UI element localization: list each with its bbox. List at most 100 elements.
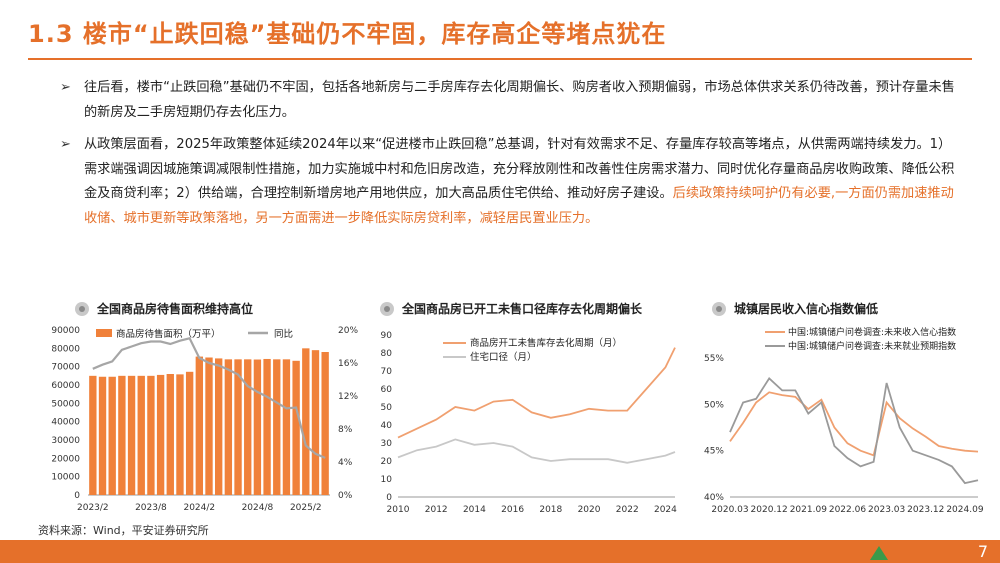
x-tick-label: 2010 (387, 505, 410, 515)
footer-bar (0, 540, 1000, 563)
bar (224, 359, 233, 495)
x-tick-label: 2024.09 (946, 505, 983, 515)
legend-label: 住宅口径（月） (470, 351, 537, 363)
page-number: 7 (977, 542, 988, 561)
bar (311, 350, 320, 495)
circle-bullet-icon (712, 302, 726, 316)
bar (215, 358, 223, 495)
bar (321, 352, 329, 495)
bar (89, 375, 97, 495)
y-tick-label: 55% (704, 354, 724, 364)
y-tick-label: 0 (386, 493, 392, 503)
chart-2-title: 全国商品房已开工未售口径库存去化周期偏长 (402, 302, 643, 316)
chart-1-svg: 0 10000 20000 30000 40000 50000 60000 70000 8000… (51, 326, 358, 513)
y-tick-label: 60 (381, 385, 393, 395)
series-line-yoy (92, 337, 326, 459)
x-tick-label: 2012 (425, 505, 448, 515)
y-tick-label: 30 (381, 439, 393, 449)
x-tick-label: 2023.12 (907, 505, 944, 515)
bar (98, 376, 107, 495)
bar (127, 375, 136, 495)
series-line-2 (397, 438, 676, 464)
bar (234, 359, 242, 495)
y-tick-label: 40000 (51, 418, 80, 428)
y-tick-label: 90 (381, 331, 393, 341)
chart-3-header: 城镇居民收入信心指数偏低 (712, 300, 878, 320)
bar (156, 374, 165, 495)
y-tick-label: 60000 (51, 381, 80, 391)
y2-tick-label: 8% (338, 425, 353, 435)
y-tick-label: 90000 (51, 326, 80, 336)
y-tick-label: 10000 (51, 473, 80, 483)
legend-swatch-bar (96, 329, 112, 337)
bullet-highlight-text: 后续政策持续呵护仍有必要,一方面仍需加速推动收储、城市更新等政策落地，另一方面需… (84, 186, 954, 226)
y-tick-label: 10 (381, 475, 393, 485)
y-tick-label: 70 (381, 367, 393, 377)
y-tick-label: 40% (704, 493, 724, 503)
legend-label: 商品房待售面积（万平） (116, 328, 221, 340)
arrow-bullet-icon: ➢ (60, 80, 71, 95)
chart-2-svg: 0 10 20 30 40 50 60 70 80 90 2010 2012 2014 2016 2018 2… (381, 331, 678, 515)
y-tick-label: 40 (381, 421, 393, 431)
y2-tick-label: 12% (338, 392, 358, 402)
bar (185, 371, 194, 495)
x-tick-label: 2022 (616, 505, 639, 515)
x-tick-label: 2020.12 (751, 505, 788, 515)
chart-2-header: 全国商品房已开工未售口径库存去化周期偏长 (380, 300, 642, 320)
bar (137, 375, 145, 495)
x-tick-label: 2024/2 (183, 503, 215, 513)
bar (253, 359, 262, 495)
y2-tick-label: 0% (338, 491, 353, 501)
title-underline (28, 58, 972, 60)
x-tick-label: 2024 (654, 505, 677, 515)
y-tick-label: 50% (704, 400, 724, 410)
legend-label: 中国:城镇储户问卷调查:未来就业预期指数 (788, 340, 956, 352)
y-tick-label: 20000 (51, 454, 80, 464)
bullet-text: 往后看，楼市“止跌回稳”基础仍不牢固，包括各地新房与二手房库存去化周期偏长、购房… (84, 80, 955, 120)
y-tick-label: 45% (704, 447, 724, 457)
y-tick-label: 30000 (51, 436, 80, 446)
bar (108, 376, 116, 495)
y-tick-label: 20 (381, 457, 393, 467)
bar (282, 359, 291, 495)
x-tick-label: 2023/8 (135, 503, 167, 513)
y-tick-label: 80 (381, 349, 393, 359)
bar (244, 359, 252, 495)
x-tick-label: 2020.03 (711, 505, 748, 515)
legend-label: 同比 (274, 328, 293, 340)
chart-1-header: 全国商品房待售面积维持高位 (75, 300, 253, 320)
source-note: 资料来源：Wind，平安证券研究所 (38, 524, 209, 537)
bullet-item-2: ➢ 从政策层面看，2025年政策整体延续2024年以来“促进楼市止跌回稳”总基调… (60, 133, 955, 231)
bar (176, 374, 184, 495)
x-tick-label: 2016 (501, 505, 524, 515)
x-tick-label: 2024/8 (242, 503, 274, 513)
legend-label: 商品房开工未售库存去化周期（月） (470, 337, 622, 349)
bar (166, 374, 174, 495)
bar (195, 356, 203, 495)
bar (205, 357, 213, 495)
x-tick-label: 2023/2 (77, 503, 109, 513)
y-tick-label: 0 (74, 491, 80, 501)
circle-bullet-icon (380, 302, 394, 316)
bar (118, 375, 126, 495)
series-line-1 (729, 391, 979, 457)
bar (302, 348, 310, 495)
y2-tick-label: 16% (338, 359, 358, 369)
circle-bullet-icon (75, 302, 89, 316)
x-tick-label: 2018 (539, 505, 562, 515)
chart-3-svg: 40% 45% 50% 55% 2020.03 2020.12 2021.09 2022.06… (704, 326, 984, 515)
bar (147, 375, 155, 495)
y2-tick-label: 4% (338, 458, 353, 468)
bar (263, 358, 271, 495)
page-title: 1.3 楼市“止跌回稳”基础仍不牢固，库存高企等堵点犹在 (28, 20, 667, 48)
x-tick-label: 2023.03 (868, 505, 905, 515)
x-tick-label: 2014 (463, 505, 486, 515)
x-tick-label: 2025/2 (290, 503, 322, 513)
title-bar: 1.3 楼市“止跌回稳”基础仍不牢固，库存高企等堵点犹在 (0, 0, 1000, 62)
chart-3-title: 城镇居民收入信心指数偏低 (734, 302, 879, 316)
series-line-1 (397, 347, 676, 439)
x-tick-label: 2020 (578, 505, 601, 515)
bar (292, 360, 300, 495)
y-tick-label: 50000 (51, 399, 80, 409)
x-tick-label: 2021.09 (790, 505, 827, 515)
